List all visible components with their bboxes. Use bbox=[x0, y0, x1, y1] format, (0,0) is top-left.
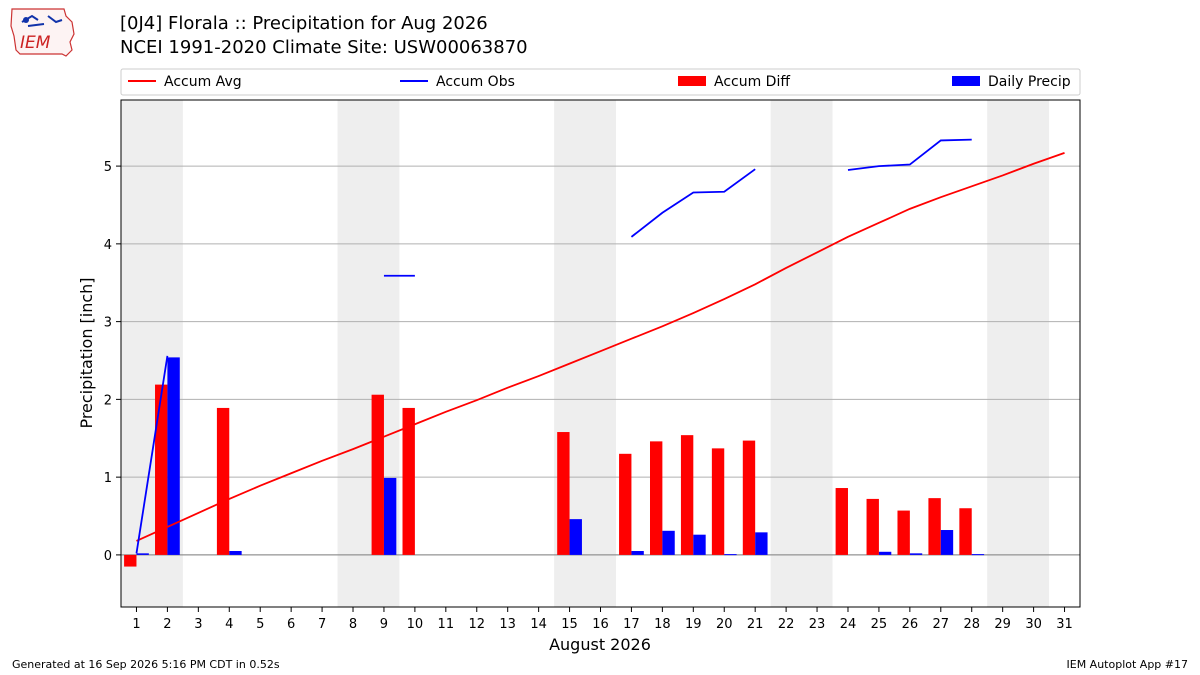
x-tick-label: 8 bbox=[349, 617, 357, 632]
x-tick-label: 2 bbox=[163, 617, 171, 632]
accum-obs-line bbox=[630, 168, 756, 238]
accum-diff-bar bbox=[680, 435, 694, 555]
y-tick-label: 3 bbox=[104, 316, 112, 331]
x-tick-label: 15 bbox=[561, 617, 578, 632]
x-tick-label: 17 bbox=[623, 617, 640, 632]
legend-daily-precip-swatch bbox=[952, 76, 980, 86]
accum-diff-bar bbox=[959, 508, 972, 555]
y-tick-label: 0 bbox=[104, 549, 112, 564]
accum-diff-bar bbox=[928, 498, 941, 555]
legend-accum-diff-swatch bbox=[678, 76, 706, 86]
accum-diff-bar bbox=[711, 448, 725, 555]
daily-precip-bar bbox=[971, 554, 985, 556]
accum-obs-line bbox=[135, 355, 169, 554]
accum-avg-line bbox=[136, 152, 1065, 542]
chart-subtitle: NCEI 1991-2020 Climate Site: USW00063870 bbox=[120, 37, 528, 58]
accum-diff-bar bbox=[155, 384, 168, 555]
x-tick-label: 25 bbox=[871, 617, 888, 632]
daily-precip-bar bbox=[631, 551, 644, 555]
legend-accum-avg-label: Accum Avg bbox=[164, 74, 242, 90]
daily-precip-bar bbox=[662, 530, 675, 555]
footer-generated-text: Generated at 16 Sep 2026 5:16 PM CDT in … bbox=[12, 658, 280, 671]
iem-logo: IEM bbox=[8, 6, 78, 58]
daily-precip-bar bbox=[878, 551, 892, 555]
x-tick-label: 6 bbox=[287, 617, 295, 632]
accum-diff-bar bbox=[402, 407, 415, 555]
daily-precip-bar bbox=[724, 554, 737, 556]
daily-precip-bar bbox=[693, 534, 706, 555]
x-tick-label: 29 bbox=[994, 617, 1011, 632]
x-tick-label: 14 bbox=[530, 617, 547, 632]
x-tick-label: 23 bbox=[809, 617, 826, 632]
y-tick-label: 4 bbox=[104, 238, 112, 253]
x-tick-label: 24 bbox=[840, 617, 857, 632]
x-tick-label: 31 bbox=[1056, 617, 1073, 632]
x-tick-label: 21 bbox=[747, 617, 764, 632]
y-tick-label: 2 bbox=[104, 393, 112, 408]
legend-box bbox=[120, 68, 1081, 96]
x-tick-label: 27 bbox=[933, 617, 950, 632]
accum-diff-bar bbox=[619, 453, 632, 555]
x-tick-label: 5 bbox=[256, 617, 264, 632]
chart-title: [0J4] Florala :: Precipitation for Aug 2… bbox=[120, 13, 488, 34]
y-tick-label: 5 bbox=[104, 160, 112, 175]
y-axis-label: Precipitation [inch] bbox=[77, 277, 96, 428]
x-tick-label: 12 bbox=[468, 617, 485, 632]
daily-precip-bar bbox=[569, 519, 582, 555]
accum-diff-bar bbox=[866, 498, 879, 555]
daily-precip-bar bbox=[940, 530, 954, 555]
x-tick-label: 1 bbox=[132, 617, 140, 632]
x-tick-label: 19 bbox=[685, 617, 702, 632]
x-tick-label: 18 bbox=[654, 617, 671, 632]
x-tick-label: 11 bbox=[438, 617, 455, 632]
x-tick-label: 4 bbox=[225, 617, 233, 632]
x-tick-label: 7 bbox=[318, 617, 326, 632]
daily-precip-bar bbox=[167, 357, 180, 555]
x-tick-label: 16 bbox=[592, 617, 609, 632]
x-tick-label: 22 bbox=[778, 617, 795, 632]
accum-diff-bar bbox=[557, 432, 570, 555]
legend-accum-diff-label: Accum Diff bbox=[714, 74, 790, 90]
x-tick-label: 13 bbox=[499, 617, 516, 632]
accum-diff-bar bbox=[742, 440, 756, 555]
x-axis-label: August 2026 bbox=[549, 635, 651, 654]
weekend-band bbox=[987, 100, 1050, 607]
svg-text:IEM: IEM bbox=[20, 33, 51, 53]
daily-precip-bar bbox=[229, 551, 242, 555]
accum-diff-bar bbox=[371, 394, 384, 555]
x-tick-label: 26 bbox=[902, 617, 919, 632]
accum-diff-bar bbox=[897, 510, 910, 555]
x-tick-label: 30 bbox=[1025, 617, 1042, 632]
daily-precip-bar bbox=[383, 477, 397, 555]
accum-obs-line bbox=[847, 138, 972, 171]
accum-diff-bar bbox=[649, 441, 663, 555]
accum-diff-bar bbox=[216, 407, 230, 555]
y-tick-label: 1 bbox=[104, 471, 112, 486]
daily-precip-bar bbox=[136, 553, 149, 555]
x-tick-label: 9 bbox=[380, 617, 388, 632]
x-tick-label: 20 bbox=[716, 617, 733, 632]
x-tick-label: 28 bbox=[963, 617, 980, 632]
legend-accum-obs-label: Accum Obs bbox=[436, 74, 515, 90]
daily-precip-bar bbox=[755, 532, 768, 555]
legend-daily-precip-label: Daily Precip bbox=[988, 74, 1071, 90]
x-tick-label: 10 bbox=[407, 617, 424, 632]
footer-app-text: IEM Autoplot App #17 bbox=[1066, 658, 1189, 671]
weekend-band bbox=[770, 100, 833, 607]
accum-diff-bar bbox=[835, 488, 848, 555]
x-tick-label: 3 bbox=[194, 617, 202, 632]
daily-precip-bar bbox=[909, 553, 923, 555]
accum-diff-bar bbox=[124, 554, 137, 567]
